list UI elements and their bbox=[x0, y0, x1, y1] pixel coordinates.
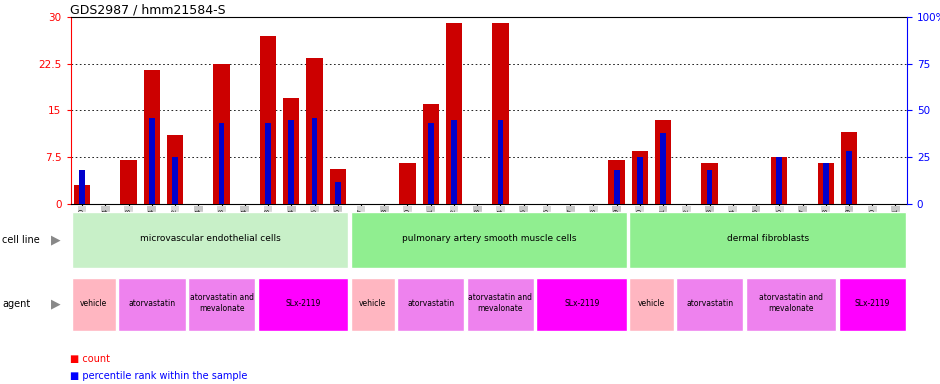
Bar bbox=[423, 104, 439, 204]
Bar bbox=[188, 278, 256, 331]
Bar bbox=[608, 160, 625, 204]
Bar bbox=[614, 170, 619, 204]
Bar bbox=[351, 212, 627, 268]
Text: microvascular endothelial cells: microvascular endothelial cells bbox=[139, 234, 280, 243]
Bar bbox=[771, 157, 788, 204]
Text: ▶: ▶ bbox=[51, 298, 60, 311]
Bar bbox=[118, 278, 185, 331]
Bar bbox=[74, 185, 90, 204]
Bar bbox=[846, 151, 852, 204]
Text: atorvastatin: atorvastatin bbox=[407, 299, 454, 308]
Bar bbox=[306, 58, 322, 204]
Bar bbox=[446, 23, 462, 204]
Bar bbox=[841, 132, 857, 204]
Bar bbox=[676, 278, 744, 331]
Text: pulmonary artery smooth muscle cells: pulmonary artery smooth muscle cells bbox=[401, 234, 576, 243]
Bar bbox=[655, 120, 671, 204]
Bar bbox=[259, 36, 276, 204]
Bar bbox=[330, 169, 346, 204]
Bar bbox=[660, 133, 666, 204]
Bar bbox=[79, 170, 85, 204]
Bar bbox=[776, 157, 782, 204]
Text: dermal fibroblasts: dermal fibroblasts bbox=[727, 234, 808, 243]
Bar bbox=[701, 163, 718, 204]
Text: atorvastatin: atorvastatin bbox=[128, 299, 176, 308]
Bar bbox=[289, 120, 294, 204]
Bar bbox=[467, 278, 534, 331]
Bar bbox=[144, 70, 160, 204]
Text: agent: agent bbox=[2, 299, 30, 310]
Bar bbox=[400, 163, 415, 204]
Bar bbox=[311, 118, 318, 204]
Bar bbox=[630, 212, 906, 268]
Text: ■ percentile rank within the sample: ■ percentile rank within the sample bbox=[70, 371, 248, 381]
Bar bbox=[120, 160, 136, 204]
Bar bbox=[397, 278, 464, 331]
Bar bbox=[630, 278, 674, 331]
Bar bbox=[283, 98, 300, 204]
Bar bbox=[351, 278, 395, 331]
Text: ■ count: ■ count bbox=[70, 354, 111, 364]
Bar bbox=[258, 278, 348, 331]
Bar bbox=[149, 118, 155, 204]
Bar bbox=[335, 182, 340, 204]
Bar bbox=[213, 64, 229, 204]
Bar bbox=[167, 135, 183, 204]
Text: cell line: cell line bbox=[2, 235, 39, 245]
Bar bbox=[219, 123, 225, 204]
Text: SLx-2119: SLx-2119 bbox=[564, 299, 600, 308]
Bar bbox=[632, 151, 648, 204]
Text: atorvastatin and
mevalonate: atorvastatin and mevalonate bbox=[759, 293, 822, 313]
Text: vehicle: vehicle bbox=[359, 299, 386, 308]
Text: ▶: ▶ bbox=[51, 233, 60, 247]
Bar bbox=[838, 278, 906, 331]
Text: vehicle: vehicle bbox=[638, 299, 666, 308]
Bar bbox=[493, 23, 509, 204]
Bar bbox=[822, 162, 829, 204]
Bar bbox=[451, 120, 457, 204]
Bar bbox=[497, 120, 503, 204]
Bar bbox=[537, 278, 627, 331]
Text: GDS2987 / hmm21584-S: GDS2987 / hmm21584-S bbox=[70, 3, 227, 16]
Bar bbox=[428, 123, 433, 204]
Bar bbox=[637, 157, 643, 204]
Bar bbox=[172, 157, 178, 204]
Text: atorvastatin and
mevalonate: atorvastatin and mevalonate bbox=[190, 293, 254, 313]
Text: vehicle: vehicle bbox=[80, 299, 107, 308]
Bar bbox=[71, 212, 348, 268]
Bar bbox=[71, 278, 116, 331]
Text: SLx-2119: SLx-2119 bbox=[285, 299, 321, 308]
Text: SLx-2119: SLx-2119 bbox=[854, 299, 890, 308]
Bar bbox=[745, 278, 837, 331]
Bar bbox=[818, 163, 834, 204]
Bar bbox=[707, 170, 713, 204]
Bar bbox=[265, 123, 271, 204]
Text: atorvastatin: atorvastatin bbox=[686, 299, 733, 308]
Text: atorvastatin and
mevalonate: atorvastatin and mevalonate bbox=[468, 293, 532, 313]
